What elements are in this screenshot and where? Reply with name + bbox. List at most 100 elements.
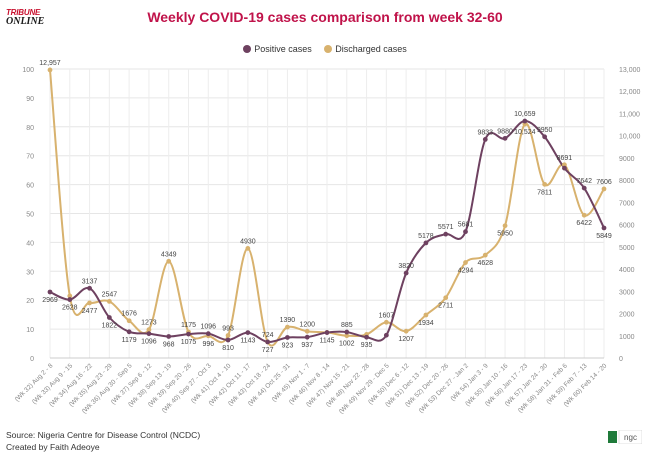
data-point-discharged — [47, 67, 53, 73]
data-label-discharged: 993 — [222, 325, 234, 332]
y-right-tick-label: 11,000 — [619, 111, 640, 118]
data-label-positive: 1822 — [102, 322, 118, 329]
publisher-badge: ngc — [608, 430, 642, 444]
data-label-positive: 1096 — [141, 339, 157, 346]
data-point-positive — [324, 330, 330, 335]
data-point-discharged — [67, 293, 73, 299]
data-point-positive — [601, 225, 607, 231]
data-label-positive: 937 — [301, 342, 313, 349]
data-label-discharged: 1273 — [141, 320, 157, 327]
data-point-discharged — [225, 333, 231, 338]
data-point-positive — [225, 337, 231, 343]
data-label-discharged: 1934 — [418, 320, 434, 327]
data-point-discharged — [502, 223, 508, 229]
y-left-tick-label: 30 — [26, 269, 34, 276]
data-label-positive: 885 — [341, 322, 353, 329]
data-label-discharged: 1676 — [121, 311, 137, 318]
y-right-tick-label: 3000 — [619, 289, 635, 296]
data-label-positive: 1143 — [240, 338, 255, 345]
data-label-positive: 10,659 — [514, 111, 536, 118]
data-label-positive: 2628 — [62, 305, 78, 312]
data-point-discharged — [304, 328, 310, 334]
data-label-discharged: 2711 — [438, 303, 453, 310]
y-left-tick-label: 40 — [26, 240, 34, 247]
y-right-tick-label: 0 — [619, 356, 623, 363]
data-point-discharged — [245, 246, 251, 251]
data-label-positive: 5681 — [458, 222, 474, 229]
data-point-positive — [344, 329, 350, 335]
data-label-discharged: 4930 — [240, 238, 256, 245]
data-label-positive: 9950 — [537, 127, 553, 134]
data-point-discharged — [285, 324, 290, 330]
data-point-positive — [423, 240, 429, 246]
tribune-online-logo: TRIBUNE ONLINE — [6, 9, 46, 39]
data-point-positive — [87, 285, 92, 291]
data-label-discharged: 1002 — [339, 341, 355, 348]
data-point-positive — [186, 331, 191, 337]
data-point-positive — [502, 135, 508, 141]
data-label-discharged: 10,524 — [514, 129, 536, 136]
data-label-discharged: 7811 — [537, 189, 552, 196]
data-point-positive — [581, 185, 587, 191]
legend-dot-positive — [243, 45, 252, 53]
data-label-positive: 3137 — [82, 278, 98, 285]
legend-dot-discharged — [324, 45, 333, 53]
data-label-discharged: 7606 — [596, 179, 612, 186]
data-label-positive: 5178 — [418, 233, 434, 240]
data-label-positive: 968 — [163, 341, 175, 348]
y-left-tick-label: 20 — [26, 298, 34, 305]
y-left-tick-label: 100 — [22, 67, 34, 74]
data-point-positive — [285, 335, 290, 340]
data-label-discharged: 2477 — [82, 308, 98, 315]
data-point-discharged — [146, 327, 152, 333]
y-right-tick-label: 4000 — [619, 267, 635, 274]
legend-item-discharged[interactable]: Discharged cases — [324, 44, 407, 54]
y-left-tick-label: 90 — [26, 96, 34, 103]
data-point-positive — [542, 134, 548, 140]
data-label-discharged: 8691 — [557, 155, 573, 162]
data-point-discharged — [403, 328, 409, 334]
grid-lines — [49, 68, 605, 359]
data-label-positive: 9880 — [497, 128, 513, 135]
data-point-positive — [106, 315, 112, 320]
data-point-positive — [146, 331, 152, 337]
data-point-positive — [166, 334, 172, 339]
badge-box — [618, 430, 642, 444]
data-point-positive — [463, 229, 468, 235]
chart-title: Weekly COVID-19 cases comparison from we… — [147, 9, 503, 25]
x-axis: (Wk 32) Aug 2 - 8(Wk 33) Aug 9 - 15(Wk 3… — [14, 357, 609, 415]
data-point-positive — [364, 334, 369, 340]
data-label-discharged: 2547 — [102, 291, 118, 298]
data-point-positive — [443, 231, 449, 237]
data-point-discharged — [166, 258, 172, 264]
data-point-discharged — [601, 186, 607, 192]
badge-text: ngc — [624, 433, 637, 442]
data-label-discharged: 1607 — [379, 312, 395, 319]
data-point-positive — [265, 339, 271, 345]
legend-label-discharged: Discharged cases — [335, 44, 407, 54]
legend-item-positive[interactable]: Positive cases — [243, 44, 312, 54]
data-point-discharged — [383, 319, 389, 325]
data-label-discharged: 4349 — [161, 251, 177, 258]
data-label-discharged: 6422 — [576, 220, 592, 227]
data-label-positive: 1179 — [122, 337, 137, 344]
y-right-tick-label: 6000 — [619, 223, 635, 230]
data-point-discharged — [443, 295, 449, 301]
data-label-positive: 7642 — [576, 178, 592, 185]
data-label-discharged: 1200 — [299, 321, 315, 328]
logo-line-1: TRIBUNE — [6, 8, 41, 17]
y-left-tick-label: 0 — [30, 356, 34, 363]
data-point-positive — [47, 289, 53, 295]
data-label-positive: 935 — [361, 342, 373, 349]
data-point-discharged — [87, 300, 92, 306]
y-left-tick-label: 60 — [26, 183, 34, 190]
y-right-tick-label: 10,000 — [619, 134, 641, 141]
left-y-axis: 0 10 20 30 40 50 60 70 80 90 100 — [22, 67, 34, 363]
data-label-positive: 1096 — [200, 324, 216, 331]
data-label-positive: 5571 — [438, 224, 454, 231]
data-point-discharged — [542, 181, 548, 187]
y-right-tick-label: 13,000 — [619, 67, 641, 74]
data-label-positive: 923 — [282, 342, 294, 349]
right-y-axis: 0 1000 2000 3000 4000 5000 6000 7000 8000 9000 10,… — [619, 67, 641, 363]
data-label-discharged: 727 — [262, 347, 274, 354]
